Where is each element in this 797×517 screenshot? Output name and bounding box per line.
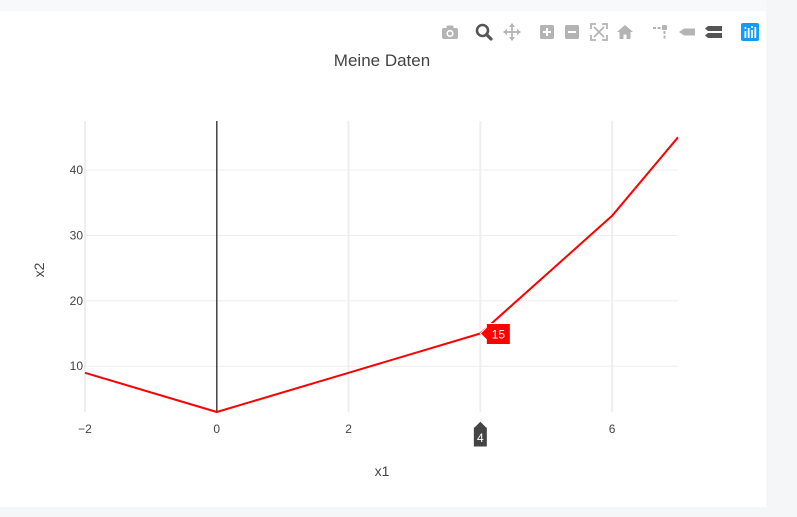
spike-lines-icon[interactable]: [650, 22, 670, 42]
y-tick-label: 20: [70, 294, 84, 308]
camera-icon[interactable]: [440, 22, 460, 42]
home-icon[interactable]: [615, 22, 635, 42]
grid: [84, 121, 678, 412]
right-margin: [766, 0, 797, 517]
x-axis-ticks: −2 0 2 6: [78, 422, 616, 436]
y-axis-title: x2: [31, 262, 47, 277]
hover-x-value: 4: [477, 431, 484, 445]
x-tick-label: −2: [78, 422, 92, 436]
hover-closest-icon[interactable]: [677, 22, 697, 42]
hover-y-label: 15: [479, 323, 511, 346]
hover-x-label: 4: [472, 420, 488, 448]
y-axis-ticks: 10 20 30 40: [70, 163, 84, 373]
plot-panel: [0, 11, 766, 507]
bottom-margin: [0, 507, 766, 517]
x-tick-label: 6: [609, 422, 616, 436]
plotly-logo-icon[interactable]: [740, 22, 760, 42]
y-tick-label: 30: [70, 228, 84, 242]
zoom-out-icon[interactable]: [562, 22, 582, 42]
hover-labels: 15 4: [472, 323, 511, 448]
chart-title: Meine Daten: [334, 51, 430, 70]
y-tick-label: 40: [70, 163, 84, 177]
hover-compare-icon[interactable]: [704, 22, 724, 42]
series-line[interactable]: [84, 136, 679, 413]
hover-y-value: 15: [492, 328, 506, 342]
zoom-icon[interactable]: [474, 22, 494, 42]
x-axis-title: x1: [375, 463, 390, 479]
series: [84, 136, 679, 413]
autoscale-icon[interactable]: [589, 22, 609, 42]
pan-icon[interactable]: [502, 22, 522, 42]
y-tick-label: 10: [70, 359, 84, 373]
zoom-in-icon[interactable]: [537, 22, 557, 42]
x-tick-label: 0: [213, 422, 220, 436]
x-tick-label: 2: [345, 422, 352, 436]
